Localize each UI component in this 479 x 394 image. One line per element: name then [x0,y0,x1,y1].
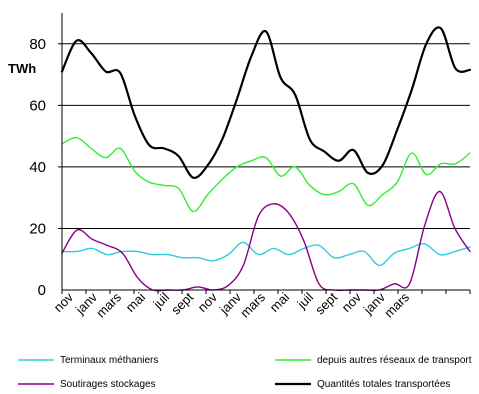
x-tick-label: sept [312,289,340,317]
series-line-0 [61,241,471,267]
legend: Terminaux méthaniers depuis autres réseau… [18,355,472,390]
series-line-3 [60,26,472,179]
y-tick-label: 20 [29,220,46,237]
x-tick-label: sept [168,289,196,317]
series-line-2 [61,190,471,292]
series-line-1 [61,136,471,213]
y-axis-unit-label: TWh [8,61,36,76]
y-tick-label: 40 [29,159,46,176]
x-tick-label: mai [267,289,292,314]
x-tick-label: nov [195,289,221,315]
y-tick-label: 0 [38,282,46,299]
legend-label: Soutirages stockages [60,379,156,390]
legend-label: Quantités totales transportées [317,379,450,390]
y-tick-label: 60 [29,97,46,114]
legend-label: Terminaux méthaniers [60,355,158,366]
x-tick-label: mai [123,289,148,314]
x-tick-label: nov [339,289,365,315]
x-tick-label: mars [93,289,124,320]
x-tick-label: mars [381,289,412,320]
y-tick-labels: 0 20 40 60 80 [29,36,46,299]
y-tick-label: 80 [29,36,46,53]
axes [58,13,471,294]
x-tick-label: nov [51,289,77,315]
series-lines [60,26,472,292]
x-tick-label: mars [237,289,268,320]
legend-label: depuis autres réseaux de transport [317,355,472,366]
horizontal-gridlines [62,43,470,229]
